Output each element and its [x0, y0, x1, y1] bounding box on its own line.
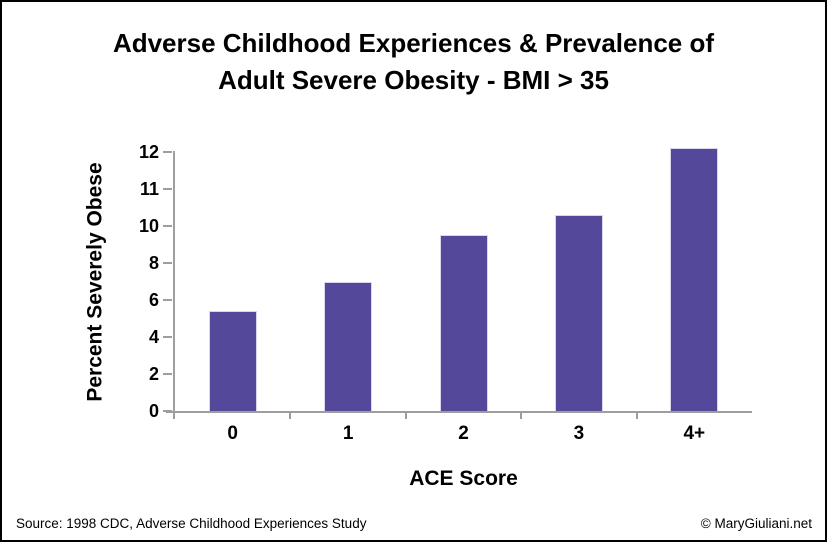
x-axis-category-label: 4+	[683, 423, 706, 444]
bar-category	[406, 152, 521, 411]
y-axis-tick-mark	[163, 262, 172, 265]
source-note: Source: 1998 CDC, Adverse Childhood Expe…	[16, 516, 367, 531]
x-axis-category-label: 1	[342, 423, 354, 444]
y-axis-tick-mark	[163, 225, 172, 227]
y-axis-tick-label: 11	[139, 179, 159, 199]
y-axis-tick-mark	[163, 373, 172, 376]
chart-title-line2: Adult Severe Obesity - BMI > 35	[218, 65, 609, 95]
y-axis-line	[173, 151, 175, 419]
plot-area: 0 1 2 3 4+ ACE Score 0 2 4 6 8 10 11 12	[139, 142, 752, 490]
chart-title: Adverse Childhood Experiences & Prevalen…	[2, 25, 825, 99]
bar-category	[521, 152, 636, 411]
y-axis-tick-mark	[163, 336, 172, 339]
bar-category	[175, 152, 290, 411]
y-axis-tick-mark	[163, 151, 172, 153]
x-axis-category-label: 3	[573, 423, 585, 444]
y-axis-tick-label: 2	[148, 364, 159, 385]
x-axis-title: ACE Score	[409, 467, 518, 490]
footer: Source: 1998 CDC, Adverse Childhood Expe…	[16, 516, 812, 531]
y-axis-tick-label: 12	[138, 142, 159, 162]
x-axis-tick-mark	[404, 411, 407, 419]
bar-category	[290, 152, 405, 411]
bar-ace-3	[554, 214, 603, 411]
bar-category	[637, 148, 752, 411]
chart-title-line1: Adverse Childhood Experiences & Prevalen…	[112, 28, 715, 58]
y-axis-tick-label: 0	[148, 401, 159, 421]
y-axis-tick-label: 10	[138, 216, 159, 236]
x-axis-tick-mark	[520, 411, 523, 419]
x-axis-line	[166, 411, 752, 413]
bar-ace-0	[208, 311, 257, 411]
x-axis-category-label: 2	[458, 423, 469, 444]
bar-ace-2	[439, 235, 488, 411]
y-axis-tick-mark	[163, 188, 172, 190]
credit-note: © MaryGiuliani.net	[700, 516, 812, 531]
y-axis-tick-label: 6	[148, 290, 159, 310]
bar-ace-4+	[670, 148, 719, 411]
x-axis-category-label: 0	[227, 423, 238, 444]
y-axis-tick-label: 4	[148, 327, 159, 348]
y-axis-tick-label: 8	[148, 253, 159, 274]
bars-row	[175, 148, 752, 411]
y-axis-tick-mark	[163, 299, 172, 301]
x-axis-tick-mark	[635, 411, 638, 419]
x-axis-labels: 0 1 2 3 4+	[175, 423, 752, 445]
x-axis-tick-mark	[289, 411, 292, 419]
bar-ace-1	[324, 281, 373, 411]
